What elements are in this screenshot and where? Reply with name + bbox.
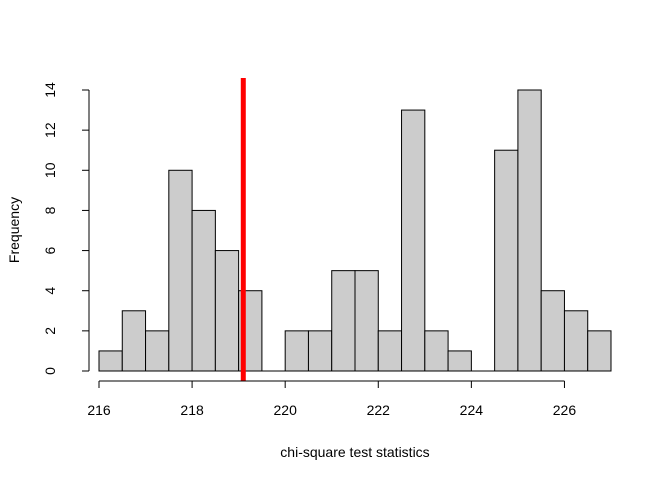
histogram-bar bbox=[145, 330, 170, 372]
histogram-bar bbox=[401, 109, 426, 372]
histogram-bar bbox=[307, 330, 333, 372]
histogram-bar bbox=[424, 330, 449, 372]
y-tick-label: 14 bbox=[42, 82, 58, 98]
histogram-bar bbox=[540, 290, 565, 372]
y-tick-label: 2 bbox=[42, 327, 58, 335]
histogram-bar bbox=[494, 149, 519, 372]
y-tick-label: 8 bbox=[42, 206, 58, 214]
y-tick-label: 10 bbox=[42, 162, 58, 178]
y-tick-label: 12 bbox=[42, 122, 58, 138]
x-tick-label: 220 bbox=[274, 402, 298, 418]
histogram-bar bbox=[214, 250, 240, 372]
histogram-bar bbox=[284, 330, 309, 372]
y-axis: 0 2 4 6 8 10 12 14 bbox=[42, 82, 90, 375]
x-tick-label: 224 bbox=[460, 402, 484, 418]
histogram-bar bbox=[121, 310, 147, 372]
x-tick-label: 226 bbox=[553, 402, 577, 418]
y-axis-title: Frequency bbox=[6, 197, 22, 263]
histogram-bar bbox=[563, 310, 589, 372]
histogram-bar bbox=[168, 169, 193, 372]
y-tick-label: 4 bbox=[42, 287, 58, 295]
x-tick-label: 222 bbox=[367, 402, 391, 418]
histogram-bars bbox=[98, 89, 612, 372]
histogram-bar bbox=[354, 270, 379, 372]
histogram-bar bbox=[587, 330, 612, 372]
histogram-bar bbox=[447, 350, 472, 372]
x-tick-label: 218 bbox=[180, 402, 204, 418]
histogram-bar bbox=[98, 350, 123, 372]
x-tick-label: 216 bbox=[87, 402, 111, 418]
histogram-bar bbox=[377, 330, 403, 372]
histogram-bar bbox=[517, 89, 542, 372]
y-tick-label: 0 bbox=[42, 367, 58, 375]
histogram-bar bbox=[191, 209, 216, 372]
x-axis-title: chi-square test statistics bbox=[280, 444, 429, 460]
y-tick-label: 6 bbox=[42, 246, 58, 254]
histogram-bar bbox=[331, 270, 356, 372]
x-axis: 216 218 220 222 224 226 bbox=[87, 380, 577, 418]
